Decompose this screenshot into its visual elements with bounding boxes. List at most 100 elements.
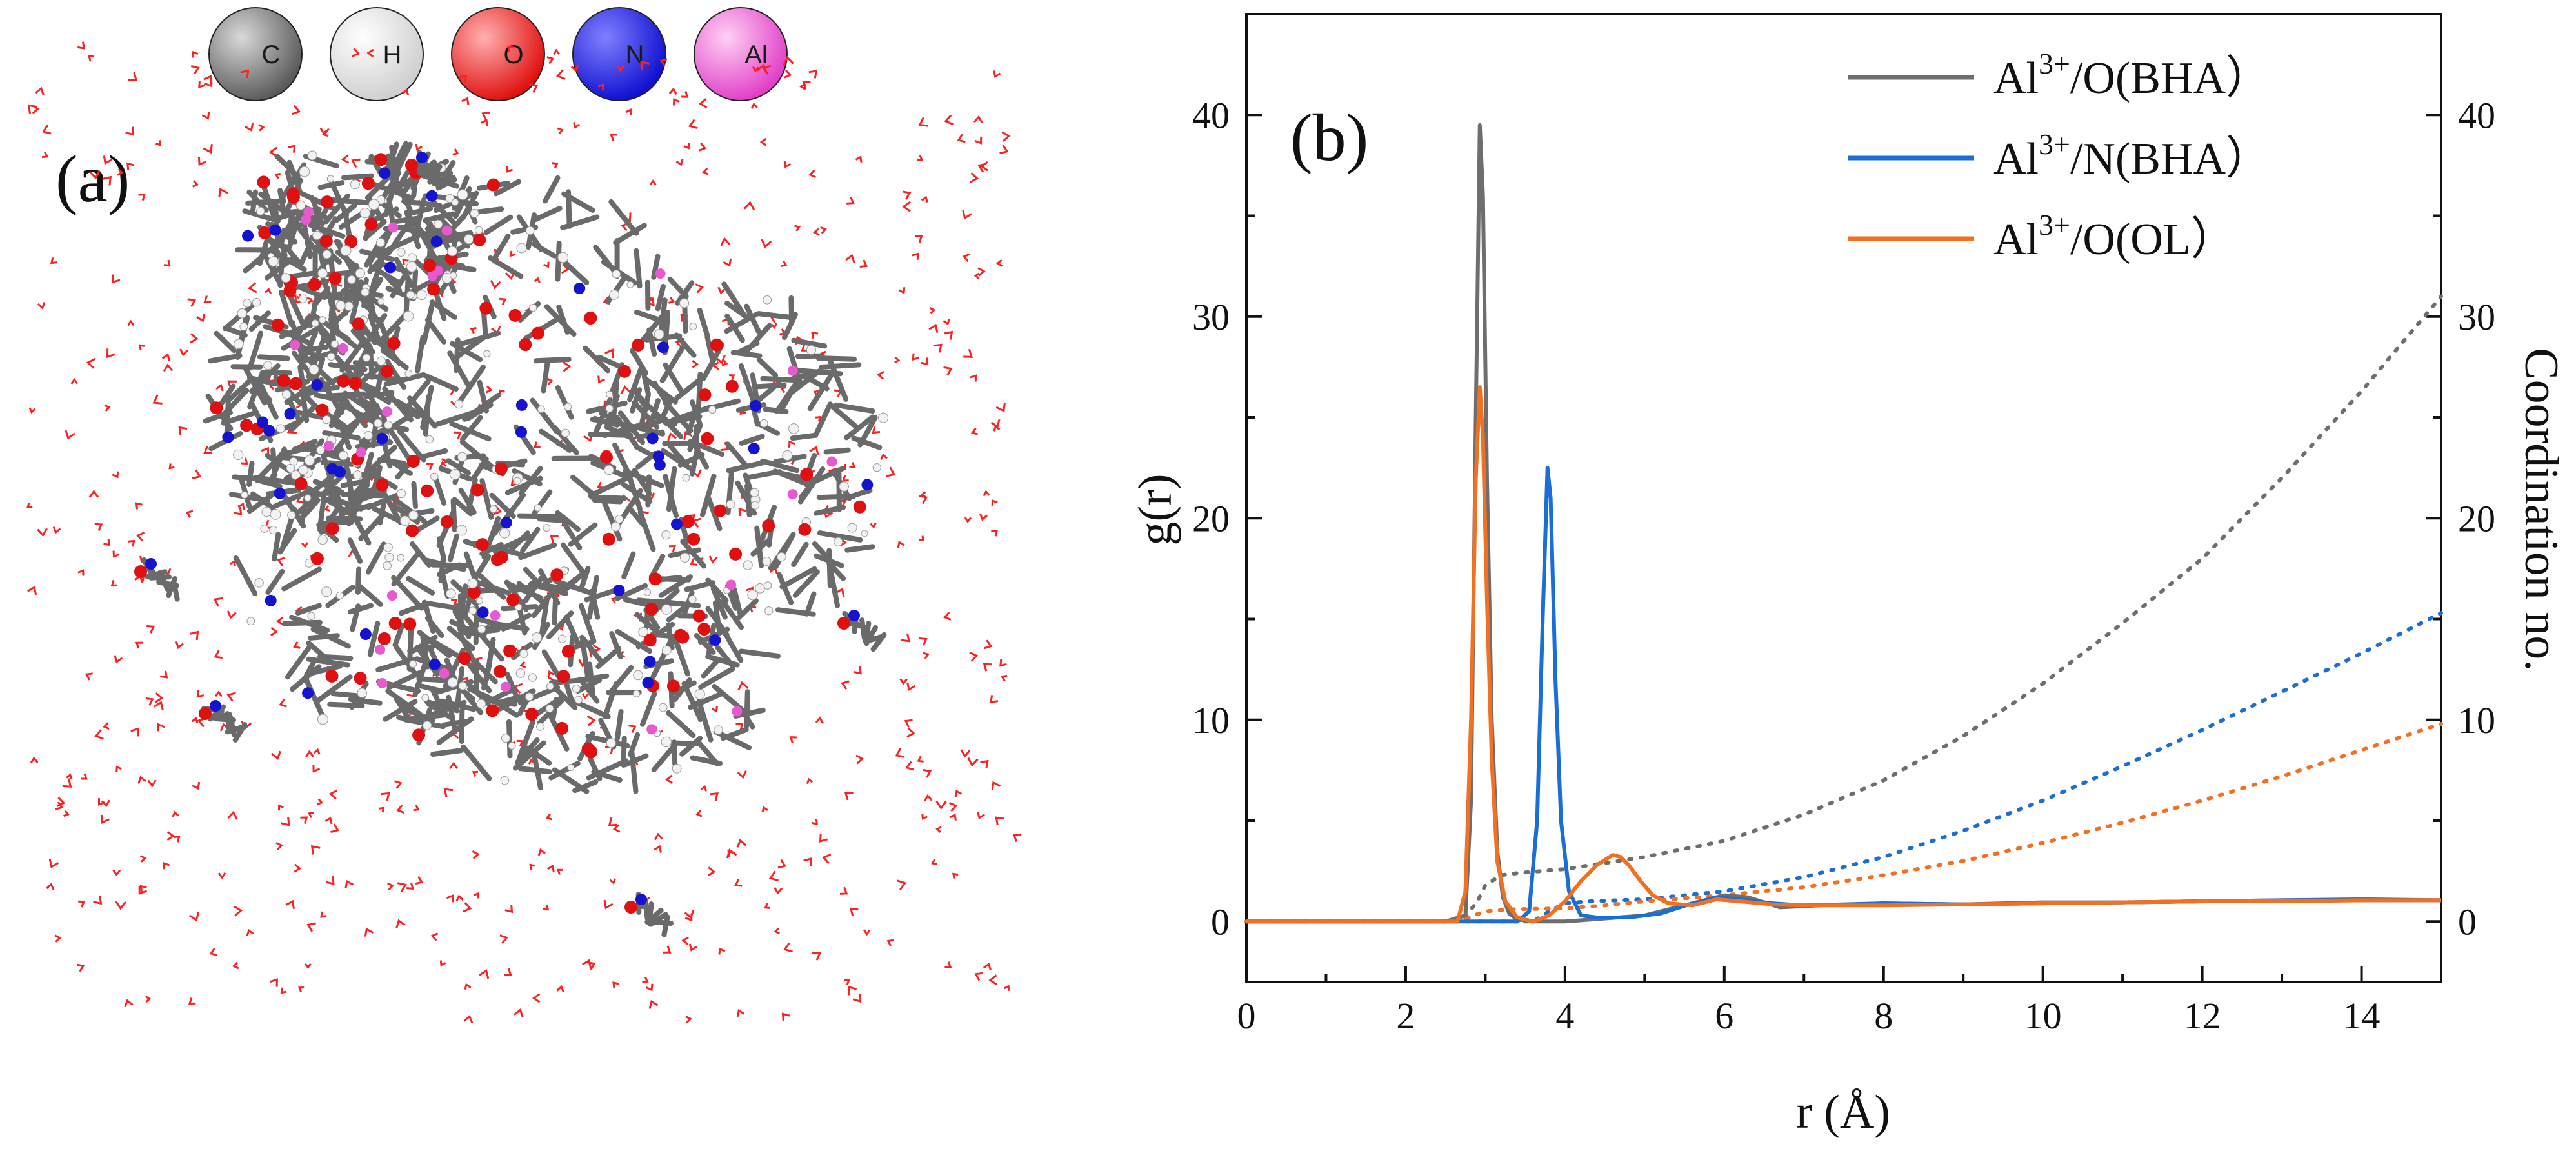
carbon-bond [265, 568, 285, 595]
water-molecule [781, 1012, 790, 1022]
carbon-bond [516, 719, 535, 761]
water-molecule [983, 490, 990, 497]
water-molecule [155, 140, 162, 146]
water-molecule [815, 415, 821, 422]
nitrogen-atom [635, 894, 647, 905]
carbon-bond [851, 435, 883, 450]
hydrogen-atom [268, 256, 279, 267]
carbon-bond [505, 581, 544, 601]
hydrogen-atom [534, 504, 542, 512]
hydrogen-atom [615, 515, 624, 524]
water-molecule [157, 723, 165, 732]
water-molecule [681, 936, 689, 945]
hydrogen-atom [409, 660, 417, 668]
carbon-bond [553, 578, 593, 596]
water-molecule [128, 72, 138, 82]
water-molecule [147, 779, 157, 788]
carbon-bond [710, 586, 728, 620]
water-molecule [720, 237, 731, 246]
carbon-bond [347, 537, 363, 564]
hydrogen-atom [557, 252, 568, 263]
carbon-bond [403, 379, 431, 412]
carbon-bond [623, 468, 664, 488]
carbon-bond [371, 506, 401, 523]
water-molecule [506, 166, 513, 173]
water-molecule [203, 144, 213, 154]
y2-tick-label: 30 [2458, 296, 2495, 338]
carbon-bond [380, 348, 409, 370]
carbon-bond [424, 616, 444, 638]
carbon-bond [663, 362, 686, 396]
water-molecule [610, 134, 617, 141]
carbon-bond [622, 421, 666, 437]
water-molecule [935, 800, 947, 810]
carbon-bond [457, 583, 468, 630]
hydrogen-atom [434, 219, 443, 229]
water-molecule [846, 196, 855, 205]
aluminium-atom [375, 644, 386, 655]
carbon-bond [623, 597, 650, 608]
water-molecule [48, 859, 59, 868]
hydrogen-atom [256, 206, 265, 215]
hydrogen-atom [233, 449, 244, 461]
water-molecule [197, 157, 207, 166]
carbon-bond [431, 639, 463, 660]
hydrogen-atom [476, 699, 486, 709]
oxygen-atom [692, 609, 706, 623]
water-molecule [737, 770, 747, 779]
aluminium-atom [303, 206, 314, 217]
water-molecule [734, 879, 743, 887]
x-tick-label: 2 [1396, 995, 1415, 1037]
water-molecule [226, 610, 237, 619]
carbon-bond [345, 281, 366, 302]
water-molecule [989, 695, 999, 703]
water-molecule [806, 777, 814, 785]
aluminium-atom [337, 343, 348, 354]
carbon-bond [473, 605, 479, 645]
water-molecule [300, 816, 308, 824]
carbon-bond [788, 295, 795, 324]
water-molecule [914, 235, 923, 243]
hydrogen-atom [317, 714, 328, 725]
carbon-bond [621, 736, 627, 768]
carbon-bond [366, 287, 377, 321]
carbon-bond [537, 516, 570, 524]
carbon-bond [348, 603, 374, 615]
water-molecule [850, 908, 859, 917]
water-molecule [191, 717, 199, 724]
carbon-bond [621, 551, 636, 579]
water-molecule [726, 848, 737, 859]
oxygen-atom [602, 532, 615, 546]
water-molecule [297, 986, 305, 992]
carbon-bond [741, 323, 772, 357]
water-molecule [974, 972, 983, 981]
carbon-bond [283, 244, 303, 266]
water-molecule [573, 122, 581, 129]
aluminium-atom [787, 365, 798, 376]
nitrogen-atom [274, 487, 286, 499]
water-molecule [41, 125, 52, 135]
water-molecule [351, 158, 361, 168]
carbon-bond [365, 541, 386, 575]
water-molecule [459, 74, 467, 83]
water-molecule [752, 66, 759, 73]
carbon-bond [278, 215, 296, 246]
x-axis-title: r (Å) [1796, 1086, 1890, 1139]
x-tick-label: 6 [1715, 995, 1733, 1037]
carbon-bond [791, 541, 809, 567]
carbon-bond [421, 372, 459, 392]
water-molecule [898, 287, 906, 294]
hydrogen-atom [260, 525, 269, 533]
carbon-bond [638, 393, 651, 430]
hydrogen-atom [298, 294, 308, 303]
carbon-bond [411, 481, 418, 509]
nitrogen-atom [613, 585, 625, 596]
nitrogen-atom [642, 677, 654, 689]
oxygen-atom [321, 195, 334, 209]
carbon-bond [394, 142, 413, 175]
carbon-bond [292, 439, 318, 452]
carbon-bond [250, 189, 258, 215]
y2-tick-label: 40 [2458, 94, 2495, 136]
hydrogen-atom [384, 421, 393, 430]
water-molecule [897, 879, 907, 890]
